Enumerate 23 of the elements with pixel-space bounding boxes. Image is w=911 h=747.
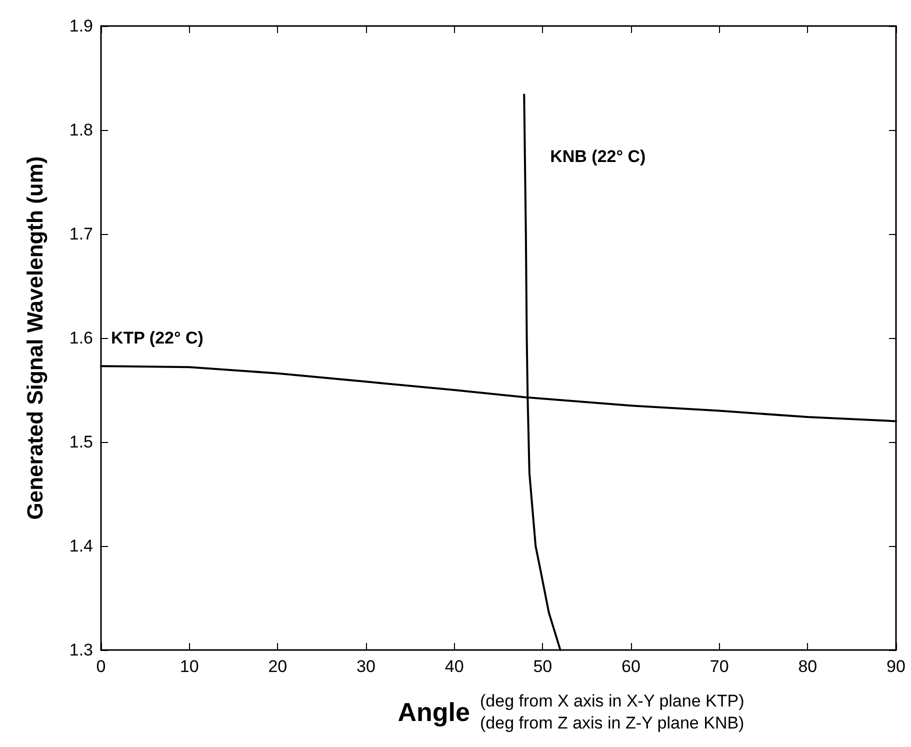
x-tick-label: 50 xyxy=(533,657,552,676)
x-tick-label: 90 xyxy=(886,657,906,676)
x-axis-title: Angle xyxy=(398,697,470,727)
text: (deg from Z axis in Z-Y plane KNB) xyxy=(480,714,744,732)
x-tick-label: 80 xyxy=(798,657,818,676)
x-tick-label: 0 xyxy=(96,657,106,676)
x-tick-label: 60 xyxy=(622,657,640,676)
y-tick-label: 1.5 xyxy=(69,432,93,452)
y-tick-label: 1.6 xyxy=(69,328,93,348)
y-tick-label: 1.3 xyxy=(69,640,93,660)
y-tick-label: 1.7 xyxy=(69,224,93,244)
series-label: KNB (22° C) xyxy=(550,147,646,166)
x-tick-label: 30 xyxy=(356,657,376,676)
x-tick-label: 20 xyxy=(268,657,288,676)
y-tick-label: 1.9 xyxy=(69,16,93,36)
x-tick-label: 10 xyxy=(180,657,199,676)
y-tick-label: 1.8 xyxy=(69,120,93,140)
y-tick-label: 1.4 xyxy=(69,536,93,556)
x-tick-label: 70 xyxy=(710,657,729,676)
y-axis-title: Generated Signal Wavelength (um) xyxy=(22,156,48,520)
text: (deg from X axis in X-Y plane KTP) xyxy=(480,692,744,710)
x-tick-label: 40 xyxy=(444,657,464,676)
series-label: KTP (22° C) xyxy=(111,328,204,348)
